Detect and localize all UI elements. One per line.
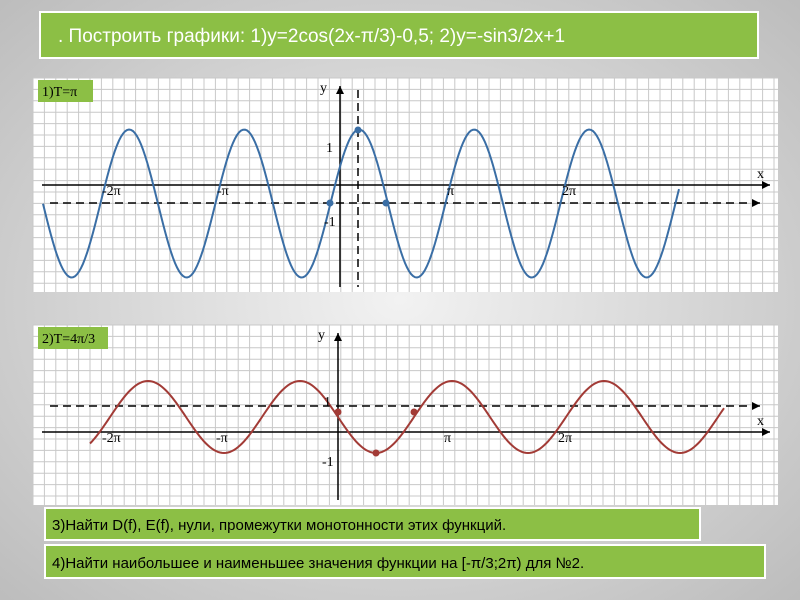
tick-label: -2π — [102, 184, 121, 199]
axis-arrow — [752, 199, 760, 207]
tick-label: 2π — [562, 184, 576, 199]
tick-label: -π — [217, 184, 229, 199]
graph-2: 2)T=4π/3 y x 1 -1 -2π -π π 2π — [32, 324, 778, 505]
point — [354, 126, 362, 134]
curve — [89, 379, 725, 455]
point — [382, 199, 390, 207]
axis-arrow — [752, 402, 760, 410]
task-box — [44, 507, 701, 541]
tick-label: -π — [216, 431, 228, 446]
task: 4)Найти наибольшее и наименьшее значения… — [52, 555, 584, 572]
title-box — [39, 11, 759, 59]
tick-label: -1 — [322, 455, 334, 470]
point — [326, 199, 334, 207]
title: . Построить графики: 1)y=2cos(2x-π/3)-0,… — [58, 26, 565, 47]
task: 3)Найти D(f), E(f), нули, промежутки мон… — [52, 517, 506, 534]
task-box — [44, 544, 766, 579]
point — [334, 408, 342, 416]
axis-label: y — [318, 328, 325, 343]
tick-label: 2π — [558, 431, 572, 446]
grid-area — [33, 325, 778, 505]
graph-1: 1)T=π y x 1 -1 -2π -π π 2π — [32, 77, 778, 292]
tick-label: 1 — [324, 395, 331, 410]
axis-label: x — [757, 167, 764, 182]
axis-label: y — [320, 81, 327, 96]
tick-label: 1 — [326, 141, 333, 156]
tick-label: π — [447, 184, 454, 199]
period-label-box — [38, 80, 93, 102]
point — [410, 408, 418, 416]
period-label-box — [38, 327, 108, 349]
period-label: 1)T=π — [42, 85, 77, 100]
tick-label: -1 — [324, 215, 336, 230]
period-label: 2)T=4π/3 — [42, 332, 95, 347]
tick-label: π — [444, 431, 451, 446]
point — [372, 449, 380, 457]
axis-label: x — [757, 414, 764, 429]
tick-label: -2π — [102, 431, 121, 446]
